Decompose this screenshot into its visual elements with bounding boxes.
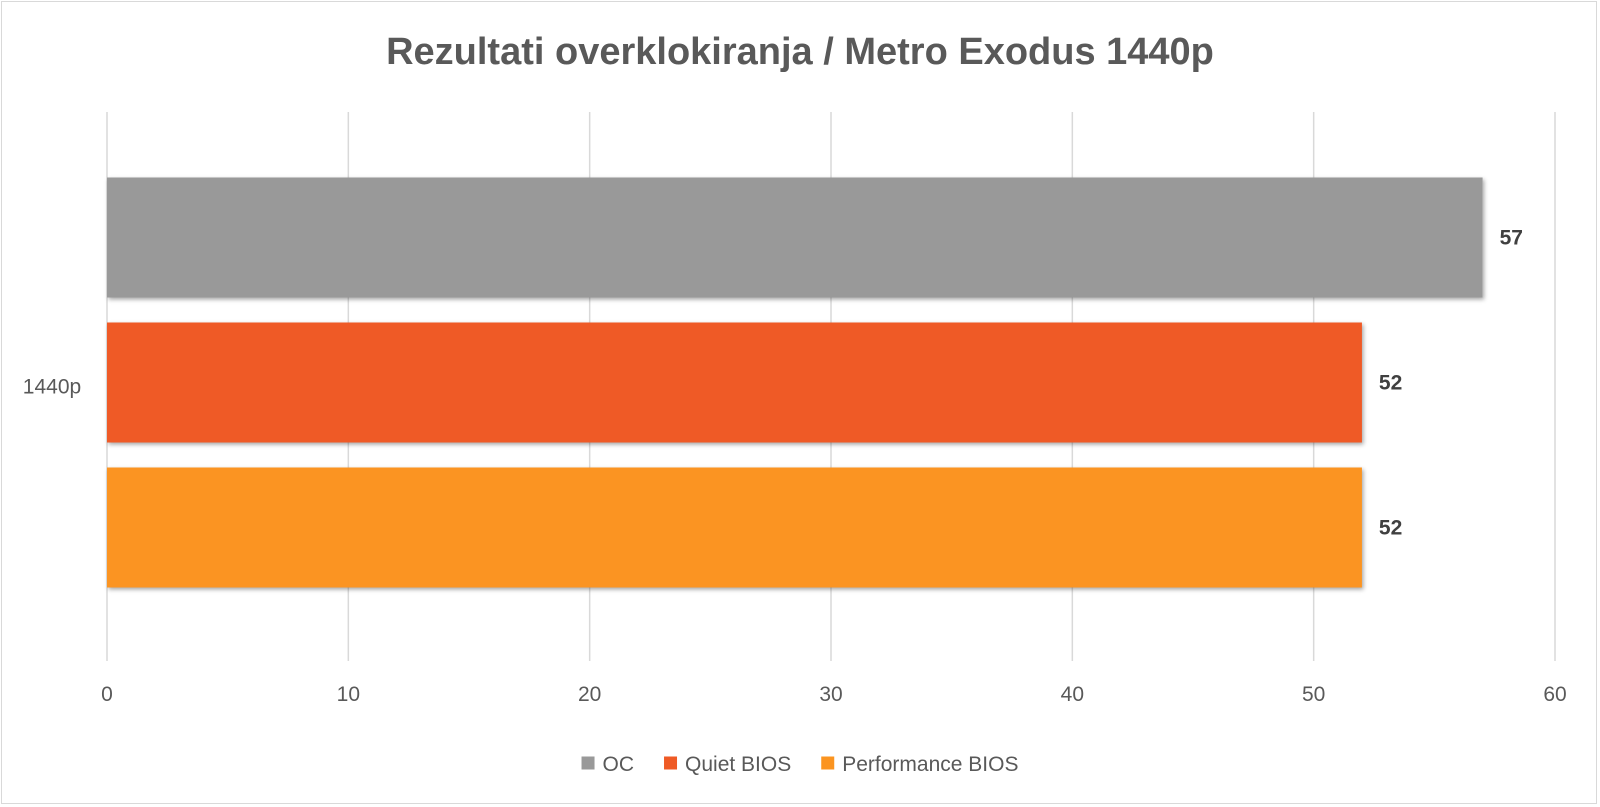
y-axis: 1440p bbox=[23, 376, 81, 399]
category-label: 1440p bbox=[23, 376, 81, 399]
legend-swatch-quiet-bios bbox=[664, 756, 678, 770]
x-tick-label: 50 bbox=[1302, 683, 1325, 706]
x-tick-label: 10 bbox=[337, 683, 360, 706]
data-label: 52 bbox=[1379, 517, 1402, 540]
legend-swatch-oc bbox=[581, 756, 595, 770]
bar-oc bbox=[107, 177, 1483, 298]
legend-label: OC bbox=[603, 753, 635, 776]
x-tick-label: 30 bbox=[819, 683, 842, 706]
data-label: 52 bbox=[1379, 372, 1402, 395]
x-axis: 0 10 20 30 40 50 60 bbox=[101, 683, 1567, 706]
data-label: 57 bbox=[1500, 227, 1523, 250]
legend-label: Quiet BIOS bbox=[685, 753, 791, 776]
data-labels: 57 52 52 bbox=[1379, 227, 1523, 540]
x-tick-label: 20 bbox=[578, 683, 601, 706]
bar-quiet-bios bbox=[107, 322, 1362, 443]
bars bbox=[107, 177, 1483, 588]
x-tick-label: 60 bbox=[1543, 683, 1566, 706]
x-tick-label: 40 bbox=[1061, 683, 1084, 706]
legend: OC Quiet BIOS Performance BIOS bbox=[581, 753, 1018, 776]
x-tick-label: 0 bbox=[101, 683, 113, 706]
legend-label: Performance BIOS bbox=[842, 753, 1018, 776]
bar-performance-bios bbox=[107, 467, 1362, 588]
legend-swatch-performance-bios bbox=[821, 756, 835, 770]
chart-title: Rezultati overklokiranja / Metro Exodus … bbox=[386, 31, 1214, 73]
